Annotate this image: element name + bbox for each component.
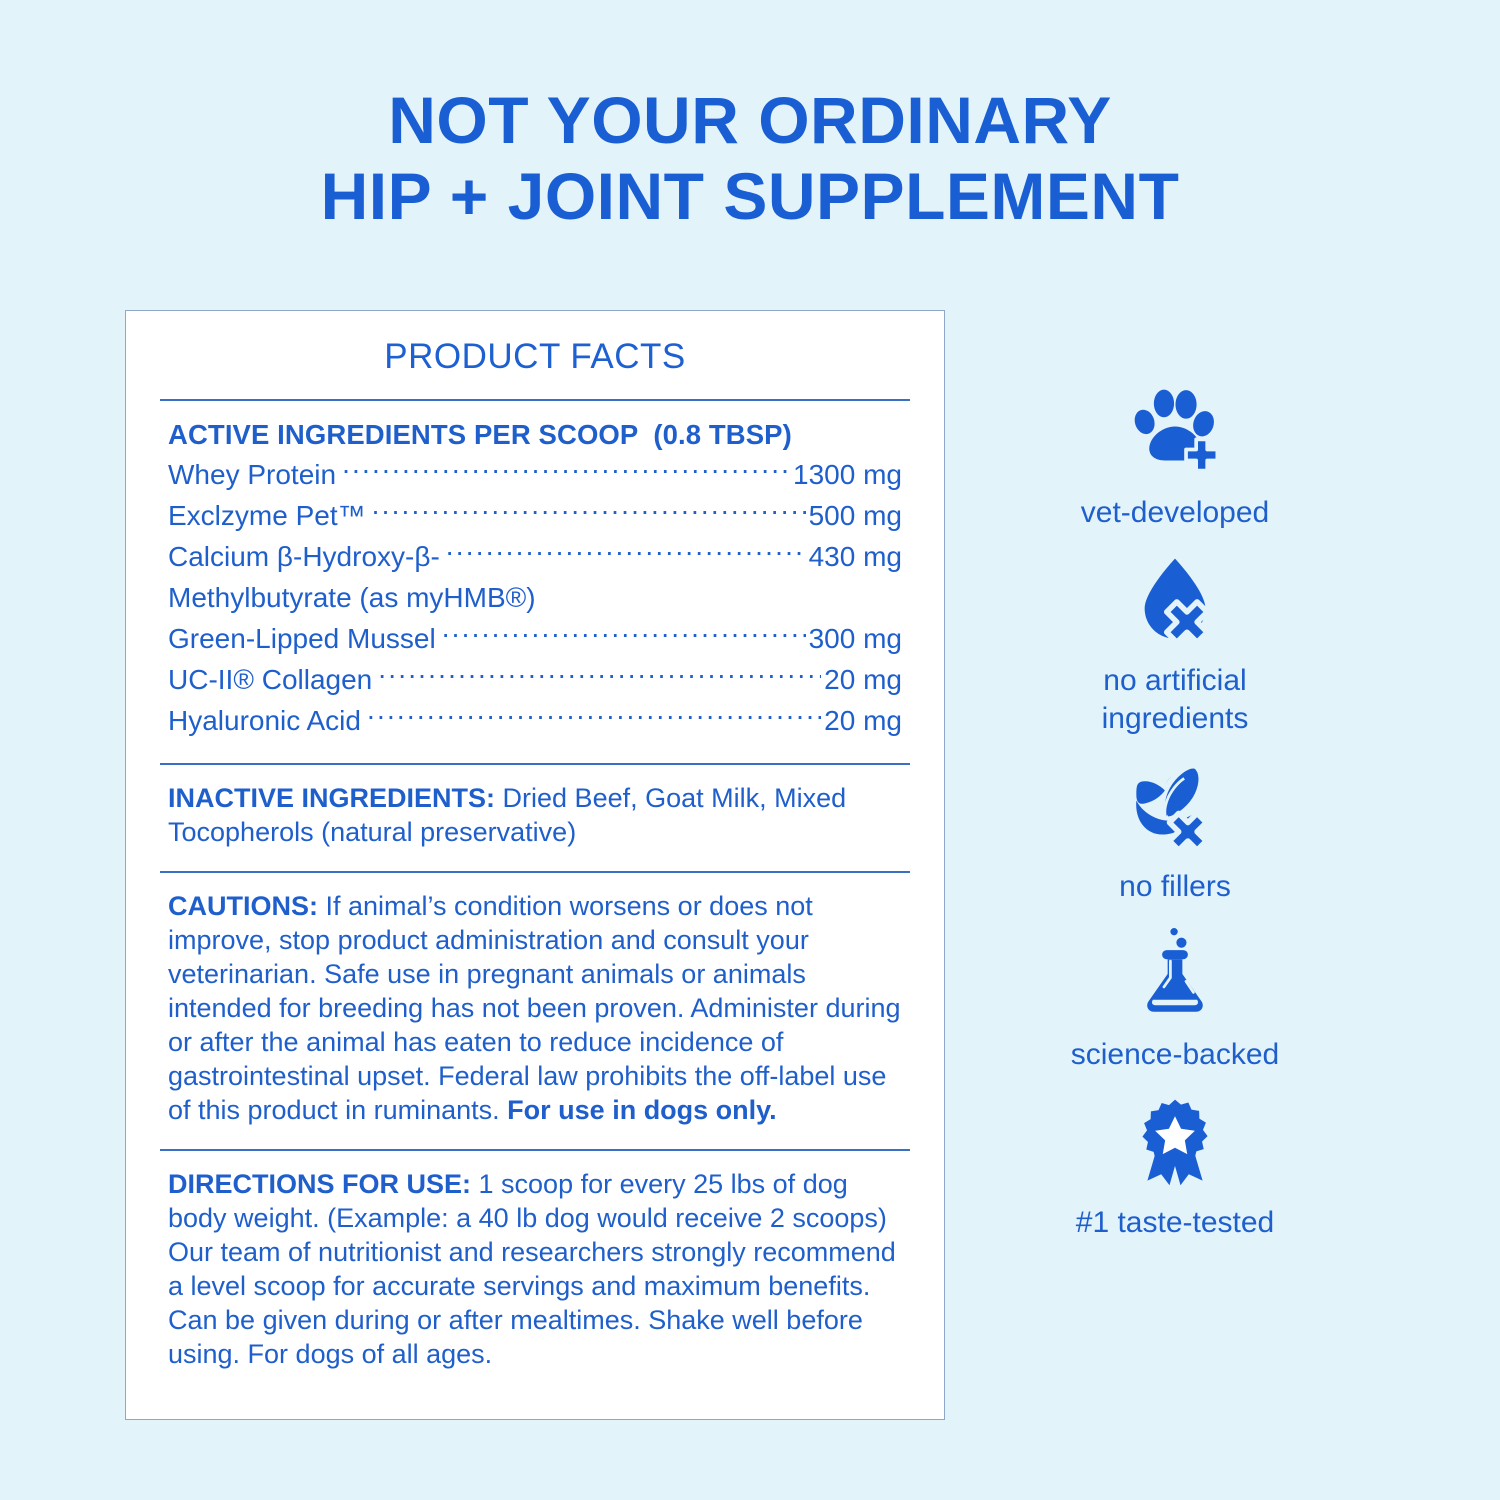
ingredient-name: UC-II® Collagen <box>168 664 373 695</box>
active-ingredients-list: Whey Protein 1300 mg Exclzyme Pet™ 500 mg Ca… <box>168 454 902 741</box>
ingredient-name: Exclzyme Pet™ <box>168 500 366 531</box>
divider-under-title <box>160 399 910 401</box>
ingredient-amount: 500 mg <box>808 500 902 531</box>
cautions-text: CAUTIONS: If animal’s condition worsens … <box>168 889 902 1127</box>
inactive-ingredients-label: INACTIVE INGREDIENTS: <box>168 783 496 813</box>
leader-dots <box>378 661 821 689</box>
benefit-item: vet-developed <box>1000 378 1350 532</box>
droplet-x-icon-wrapper <box>1000 546 1350 654</box>
ingredient-amount: 300 mg <box>808 623 902 654</box>
benefit-label: vet-developed <box>1080 496 1270 529</box>
corn-x-icon-wrapper <box>1000 752 1350 860</box>
page-title-line-1: NOT YOUR ORDINARY <box>388 83 1112 157</box>
active-ingredients-heading: ACTIVE INGREDIENTS PER SCOOP (0.8 TBSP) <box>168 419 792 450</box>
page-title-line-2: HIP + JOINT SUPPLEMENT <box>320 159 1180 233</box>
award-ribbon-icon <box>1142 1099 1208 1186</box>
benefit-label: no artificial ingredients <box>1101 664 1249 735</box>
inactive-ingredients-value: Dried Beef, Goat Milk, Mixed Tocopherols… <box>168 783 847 847</box>
leader-dots <box>342 456 790 484</box>
paw-plus-icon-wrapper <box>1000 378 1350 486</box>
paw-plus-icon <box>1134 389 1220 473</box>
directions-text: DIRECTIONS FOR USE: 1 scoop for every 25… <box>168 1167 902 1371</box>
cautions-body: If animal’s condition worsens or does no… <box>168 891 901 1125</box>
page-title: NOT YOUR ORDINARY HIP + JOINT SUPPLEMENT <box>0 82 1500 234</box>
benefit-item: no fillers <box>1000 752 1350 906</box>
product-facts-title: PRODUCT FACTS <box>384 337 686 376</box>
ingredient-name: Hyaluronic Acid <box>168 705 361 736</box>
leader-dots <box>442 620 806 648</box>
corn-x-icon <box>1136 765 1210 852</box>
cautions-label: CAUTIONS: <box>168 891 318 921</box>
benefits-column: vet-developed no artificial ingredients n… <box>1000 378 1350 1256</box>
ingredient-amount: 20 mg <box>824 705 902 736</box>
directions-label: DIRECTIONS FOR USE: <box>168 1169 472 1199</box>
ingredient-row: Green-Lipped Mussel 300 mg <box>168 618 902 659</box>
benefit-item: no artificial ingredients <box>1000 546 1350 738</box>
benefit-label: #1 taste-tested <box>1075 1206 1275 1239</box>
ingredient-name: Green-Lipped Mussel <box>168 623 436 654</box>
product-facts-card: PRODUCT FACTS ACTIVE INGREDIENTS PER SCO… <box>125 310 945 1420</box>
benefit-item: science-backed <box>1000 920 1350 1074</box>
directions-section: DIRECTIONS FOR USE: 1 scoop for every 25… <box>126 1167 944 1371</box>
active-ingredients-section: ACTIVE INGREDIENTS PER SCOOP (0.8 TBSP) … <box>126 419 944 741</box>
ingredient-row: Exclzyme Pet™ 500 mg <box>168 495 902 536</box>
ingredient-name: Calcium β-Hydroxy-β- <box>168 541 440 572</box>
cautions-section: CAUTIONS: If animal’s condition worsens … <box>126 889 944 1127</box>
benefit-label: no fillers <box>1119 870 1231 903</box>
divider-above-inactive <box>160 763 910 765</box>
leader-dots <box>372 497 806 525</box>
divider-above-cautions <box>160 871 910 873</box>
flask-icon-wrapper <box>1000 920 1350 1028</box>
ingredient-amount: 430 mg <box>808 541 902 572</box>
benefit-label: science-backed <box>1070 1038 1280 1071</box>
leader-dots <box>367 702 821 730</box>
divider-above-directions <box>160 1149 910 1151</box>
ingredient-amount: 20 mg <box>824 664 902 695</box>
ingredient-row: Whey Protein 1300 mg <box>168 454 902 495</box>
cautions-bold-tail: For use in dogs only. <box>507 1095 777 1125</box>
inactive-ingredients-section: INACTIVE INGREDIENTS: Dried Beef, Goat M… <box>126 781 944 849</box>
ingredient-row: Hyaluronic Acid 20 mg <box>168 700 902 741</box>
flask-icon <box>1147 928 1203 1012</box>
benefit-item: #1 taste-tested <box>1000 1088 1350 1242</box>
ingredient-name: Whey Protein <box>168 459 337 490</box>
ingredient-row: UC-II® Collagen 20 mg <box>168 659 902 700</box>
award-ribbon-icon-wrapper <box>1000 1088 1350 1196</box>
ingredient-row: Calcium β-Hydroxy-β- 430 mg <box>168 536 902 577</box>
leader-dots <box>446 538 806 566</box>
directions-body: 1 scoop for every 25 lbs of dog body wei… <box>168 1169 896 1369</box>
ingredient-name-continuation: Methylbutyrate (as myHMB®) <box>168 582 536 613</box>
inactive-ingredients-text: INACTIVE INGREDIENTS: Dried Beef, Goat M… <box>168 781 902 849</box>
droplet-x-icon <box>1144 558 1210 646</box>
ingredient-amount: 1300 mg <box>793 459 902 490</box>
